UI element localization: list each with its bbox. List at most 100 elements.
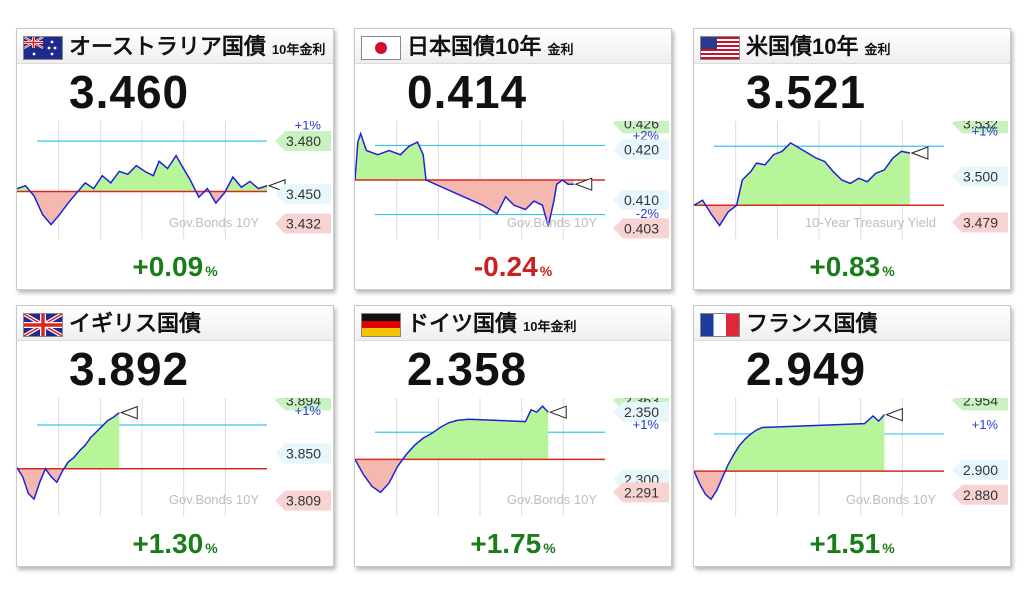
chart-watermark: 10-Year Treasury Yield	[805, 215, 936, 230]
yield-series-line	[355, 405, 549, 494]
change-unit: %	[205, 540, 218, 556]
price-label-high: 2.954	[952, 398, 1008, 411]
price-label-high: 3.480	[275, 131, 331, 152]
au-flag-icon	[23, 36, 63, 60]
chart-watermark: Gov.Bonds 10Y	[507, 215, 597, 230]
bond-card[interactable]: フランス国債 2.949 Gov.Bonds 10Y 2.954 +1% 2.900 2.8…	[693, 305, 1011, 567]
bond-card[interactable]: イギリス国債 3.892 Gov.Bonds 10Y 3.894 +1% 3.850 3.8…	[16, 305, 334, 567]
yield-series-line	[694, 414, 885, 501]
gain-area	[694, 142, 910, 206]
loss-area	[355, 459, 403, 493]
price-label-neutral: 0.410	[613, 190, 669, 211]
card-title-suffix: 10年金利	[271, 42, 326, 57]
card-title-bar: 米国債10年 金利	[694, 29, 1010, 64]
svg-text:+1%: +1%	[972, 417, 999, 432]
price-label-pct: +1%	[972, 417, 999, 432]
yield-value: 3.460	[69, 66, 190, 118]
price-label-high: 0.426	[613, 121, 669, 134]
change-value: +0.83	[809, 251, 881, 282]
card-title-suffix: 10年金利	[523, 319, 577, 334]
current-price-marker	[574, 177, 593, 191]
svg-text:3.850: 3.850	[286, 445, 321, 461]
jp-flag-icon	[361, 36, 401, 60]
price-label-pct: -2%	[636, 206, 660, 221]
gain-area	[725, 414, 885, 472]
change-percent: +1.51%	[694, 528, 1010, 564]
svg-text:+1%: +1%	[633, 417, 660, 432]
gain-area	[355, 406, 549, 460]
uk-flag-icon	[23, 313, 63, 337]
card-title-bar: 日本国債10年 金利	[355, 29, 671, 64]
svg-text:3.450: 3.450	[286, 186, 321, 202]
fr-flag-icon	[700, 313, 740, 337]
svg-text:0.410: 0.410	[624, 192, 659, 208]
card-title-main: イギリス国債	[69, 311, 202, 336]
bond-card[interactable]: 日本国債10年 金利 0.414 Gov.Bonds 10Y 0.426 +2% 0.420…	[354, 28, 672, 290]
price-label-high: 3.894	[275, 398, 331, 411]
price-label-neutral: 3.500	[952, 166, 1008, 187]
gain-area	[355, 133, 574, 180]
yield-value: 3.892	[69, 343, 190, 395]
price-label-neutral: 3.850	[275, 443, 331, 464]
yield-series-line	[355, 131, 574, 227]
chart-watermark: Gov.Bonds 10Y	[169, 215, 259, 230]
change-value: +1.75	[470, 528, 542, 559]
us-flag-icon	[700, 36, 740, 60]
change-value: +0.09	[132, 251, 204, 282]
loss-area	[355, 180, 574, 227]
svg-text:3.809: 3.809	[286, 493, 321, 509]
price-label-neutral: 0.420	[613, 139, 669, 160]
svg-text:0.403: 0.403	[624, 220, 659, 236]
chart-watermark: Gov.Bonds 10Y	[169, 492, 259, 507]
svg-text:2.900: 2.900	[963, 462, 998, 478]
svg-text:3.480: 3.480	[286, 133, 321, 149]
change-percent: +1.30%	[17, 528, 333, 564]
change-percent: +1.75%	[355, 528, 671, 564]
svg-text:2.350: 2.350	[624, 404, 659, 420]
svg-text:2.880: 2.880	[963, 487, 998, 503]
svg-text:3.894: 3.894	[286, 398, 321, 408]
yield-value: 2.358	[407, 343, 528, 395]
change-percent: +0.09%	[17, 251, 333, 287]
price-label-low: 3.809	[275, 490, 331, 511]
price-label-pct: +1%	[972, 123, 999, 138]
svg-text:3.500: 3.500	[963, 168, 998, 184]
change-percent: -0.24%	[355, 251, 671, 287]
change-unit: %	[543, 540, 556, 556]
price-label-high: 3.532	[952, 121, 1008, 134]
svg-text:+1%: +1%	[295, 121, 322, 133]
yield-chart: Gov.Bonds 10Y 3.894+1% 3.850 3.809	[17, 398, 331, 516]
yield-value: 0.414	[407, 66, 528, 118]
card-title: ドイツ国債 10年金利	[407, 309, 576, 342]
gain-area	[17, 412, 120, 469]
loss-area	[694, 471, 885, 500]
yield-chart: Gov.Bonds 10Y +1%3.480 3.450 3.432	[17, 121, 331, 239]
price-label-neutral: 3.450	[275, 184, 331, 205]
chart-watermark: Gov.Bonds 10Y	[846, 492, 936, 507]
card-title-main: ドイツ国債	[407, 311, 518, 336]
card-title-suffix: 金利	[864, 42, 891, 57]
current-price-marker	[884, 407, 903, 422]
price-label-neutral: 2.350	[613, 402, 669, 423]
change-unit: %	[882, 540, 895, 556]
price-label-low: 2.880	[952, 484, 1008, 505]
yield-chart: 10-Year Treasury Yield 3.532+1% 3.500 3.479	[694, 121, 1008, 239]
yield-chart: Gov.Bonds 10Y 2.954 +1% 2.900 2.880	[694, 398, 1008, 516]
current-price-marker	[119, 405, 138, 420]
bond-card[interactable]: 米国債10年 金利 3.521 10-Year Treasury Yield 3.532…	[693, 28, 1011, 290]
price-label-pct: +1%	[295, 403, 322, 418]
svg-text:0.426: 0.426	[624, 121, 659, 131]
svg-text:+1%: +1%	[295, 403, 322, 418]
card-title-main: フランス国債	[746, 311, 878, 336]
card-title-main: 日本国債10年	[407, 34, 542, 59]
bond-card[interactable]: オーストラリア国債 10年金利 3.460 Gov.Bonds 10Y +1% 3.480…	[16, 28, 334, 290]
card-title-bar: オーストラリア国債 10年金利	[17, 29, 333, 64]
price-label-pct: +1%	[633, 417, 660, 432]
svg-text:3.532: 3.532	[963, 121, 998, 131]
svg-text:0.420: 0.420	[624, 141, 659, 157]
loss-area	[17, 191, 267, 225]
yield-value: 2.949	[746, 343, 867, 395]
change-percent: +0.83%	[694, 251, 1010, 287]
gain-area	[17, 155, 267, 192]
